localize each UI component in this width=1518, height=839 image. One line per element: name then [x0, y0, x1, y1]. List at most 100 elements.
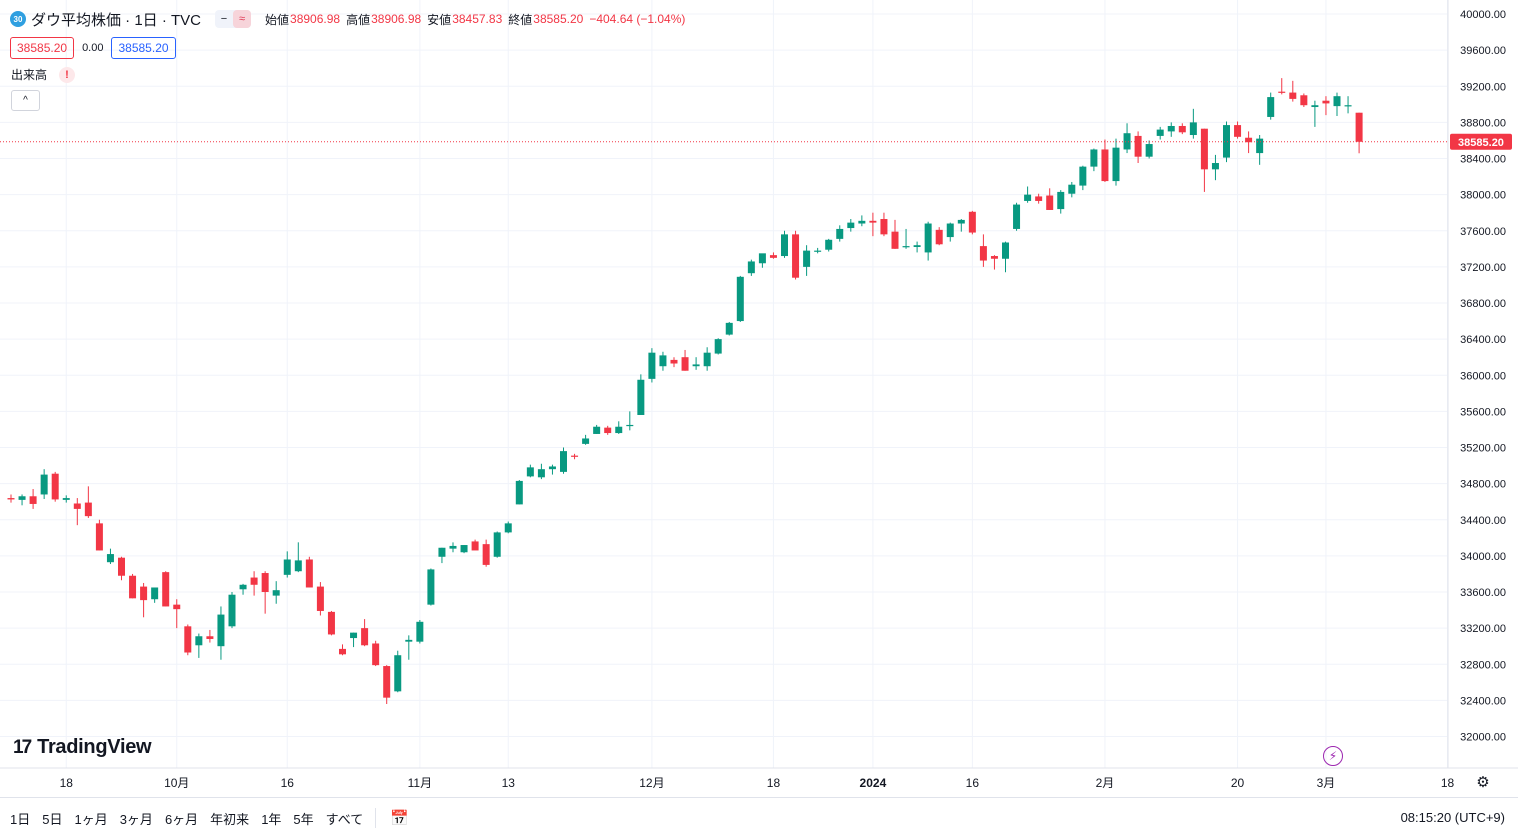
candle: [1123, 123, 1131, 154]
candle: [681, 349, 689, 371]
range-3m-button[interactable]: 3ヶ月: [119, 811, 153, 827]
candle: [1057, 190, 1065, 214]
candle-body: [294, 560, 302, 572]
candle-body: [250, 577, 258, 585]
candle-body: [1256, 138, 1264, 154]
y-tick-label: 34000.00: [1460, 551, 1506, 563]
range-5y-button[interactable]: 5年: [293, 811, 314, 827]
range-ytd-button[interactable]: 年初来: [210, 811, 250, 827]
candle-body: [504, 523, 512, 533]
clock-timezone[interactable]: 08:15:20 (UTC+9): [1400, 810, 1505, 825]
buy-button[interactable]: 38585.20: [111, 37, 176, 59]
candlestick-chart[interactable]: 38585.20 32000.00 32400.00 32800.00 33200.0…: [0, 0, 1518, 797]
y-tick-label: 36800.00: [1460, 298, 1506, 310]
y-tick-label: 32400.00: [1460, 695, 1506, 707]
candle-body: [261, 573, 269, 592]
candle-body: [305, 559, 313, 588]
range-6m-button[interactable]: 6ヶ月: [164, 811, 199, 827]
candle: [814, 247, 822, 254]
candle: [427, 568, 435, 606]
candle: [1090, 148, 1098, 172]
line-mode-icon[interactable]: −: [220, 13, 228, 25]
y-tick-label: 40000.00: [1460, 9, 1506, 21]
warning-icon[interactable]: !: [59, 66, 76, 83]
candle: [62, 495, 70, 503]
high-value: 38906.98: [371, 12, 422, 26]
candle: [40, 469, 48, 499]
range-1m-button[interactable]: 1ヶ月: [74, 811, 108, 827]
candle: [858, 215, 866, 227]
candle: [1068, 181, 1076, 198]
trade-buttons: 38585.20 0.00 38585.20: [10, 37, 176, 59]
symbol-title[interactable]: ダウ平均株価 · 1日 · TVC: [31, 11, 202, 29]
candle-body: [582, 438, 590, 444]
candle: [305, 556, 313, 588]
candle-body: [1178, 125, 1186, 133]
candle-body: [1245, 137, 1253, 143]
close-label: 終値: [508, 12, 533, 27]
candle-body: [869, 220, 877, 223]
y-tick-label: 35600.00: [1460, 406, 1506, 418]
candle-body: [703, 352, 711, 367]
y-tick-label: 38000.00: [1460, 190, 1506, 202]
candle: [1223, 121, 1230, 163]
candle: [1101, 139, 1109, 182]
candle-body: [902, 246, 910, 248]
candle: [272, 581, 280, 604]
x-tick-label: 10月: [164, 776, 189, 790]
candle-body: [482, 544, 490, 565]
candle-body: [1289, 92, 1297, 99]
symbol-badge[interactable]: 30: [10, 11, 26, 27]
candle-body: [1079, 166, 1087, 186]
close-value: 38585.20: [533, 12, 584, 26]
collapse-legend-button[interactable]: ^: [11, 90, 40, 111]
candle: [869, 212, 877, 237]
candle: [1278, 78, 1286, 95]
sell-button[interactable]: 38585.20: [10, 37, 75, 59]
candle-body: [1322, 100, 1330, 104]
x-tick-label: 18: [767, 776, 781, 790]
candle-body: [891, 231, 899, 249]
candle: [361, 619, 369, 647]
candle-body: [339, 648, 346, 655]
candle-body: [571, 455, 579, 457]
candle: [1234, 121, 1242, 139]
candle: [747, 259, 755, 276]
candle: [1256, 135, 1264, 165]
mode-toggle[interactable]: − ≈: [215, 10, 252, 28]
candle-body: [394, 655, 402, 692]
candle: [449, 542, 457, 553]
candle: [1024, 186, 1032, 203]
range-1d-button[interactable]: 1日: [10, 811, 31, 827]
range-all-button[interactable]: すべて: [325, 811, 364, 827]
toolbar-divider: [375, 808, 377, 828]
candle: [239, 583, 247, 595]
candle-body: [1300, 95, 1308, 106]
x-tick-label: 20: [1231, 776, 1245, 790]
bottom-toolbar: 1日 5日 1ヶ月 3ヶ月 6ヶ月 年初来 1年 5年 すべて 📅 08:15:…: [0, 797, 1518, 839]
candle: [1267, 92, 1275, 120]
tradingview-logo[interactable]: 17 TradingView: [13, 736, 152, 759]
flash-icon[interactable]: ⚡: [1323, 746, 1343, 766]
candle-body: [162, 572, 170, 607]
candle-body: [1145, 144, 1153, 157]
candle: [515, 480, 523, 505]
candle-body: [1101, 149, 1109, 182]
range-5d-button[interactable]: 5日: [42, 811, 63, 827]
range-1y-button[interactable]: 1年: [261, 811, 282, 827]
candle-body: [615, 426, 623, 434]
calendar-goto-icon[interactable]: 📅: [390, 810, 409, 827]
candle: [1134, 131, 1142, 164]
candle-body: [449, 545, 457, 549]
candle: [1311, 100, 1319, 127]
candle-body: [1134, 135, 1142, 157]
wave-mode-icon[interactable]: ≈: [233, 10, 252, 28]
candle: [1013, 202, 1021, 231]
candle-body: [316, 586, 324, 611]
candle-body: [1156, 129, 1164, 136]
candle-body: [372, 643, 380, 666]
candle-body: [604, 427, 612, 434]
gear-icon[interactable]: ⚙: [1476, 774, 1490, 791]
volume-label[interactable]: 出来高: [11, 68, 48, 82]
candle-body: [95, 523, 103, 551]
